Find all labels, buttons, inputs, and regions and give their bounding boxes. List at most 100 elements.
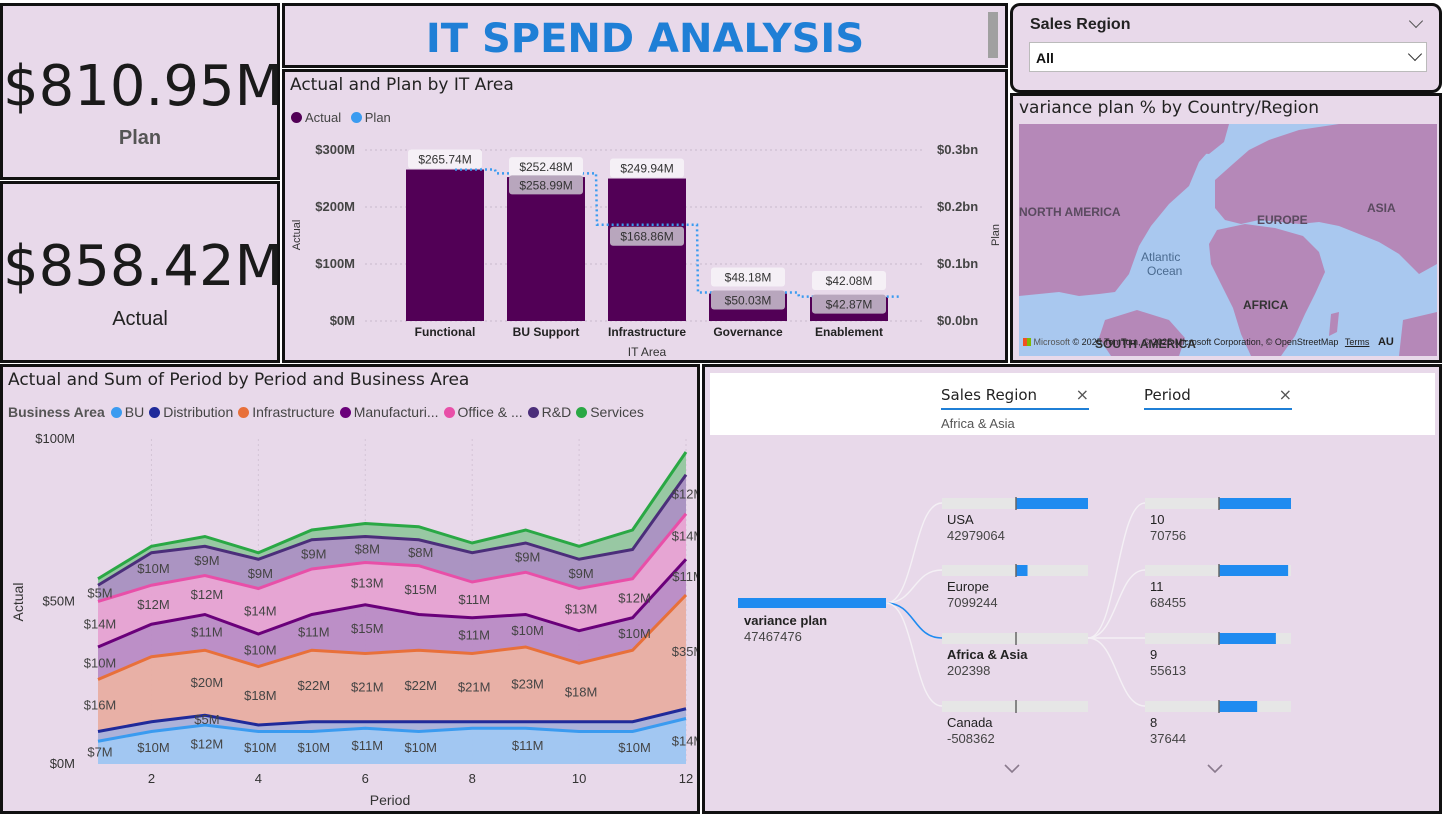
bar-actual-2[interactable] — [608, 178, 686, 321]
bar-y2-tick-label: $0.2bn — [937, 199, 978, 214]
decomp-filter-sales-region[interactable]: Sales Region × Africa & Asia — [941, 385, 1089, 431]
map-svg[interactable]: NORTH AMERICA EUROPE ASIA AFRICA Atlanti… — [1019, 124, 1437, 356]
period-bar-bg-0[interactable] — [1145, 498, 1291, 509]
area-x-tick-label: 6 — [362, 771, 369, 786]
root-connector-1 — [885, 569, 943, 604]
area-fill-3[interactable] — [98, 559, 686, 680]
title-scrollbar[interactable] — [988, 12, 998, 58]
actual-data-label-bg — [408, 149, 482, 169]
area-y-tick-label: $0M — [50, 756, 75, 771]
area-data-label: $5M — [194, 712, 219, 727]
region-bar-bg-3[interactable] — [942, 701, 1088, 712]
bar-y-tick-label: $0M — [330, 313, 355, 328]
region-label-0: USA — [947, 512, 974, 527]
slicer-collapse-icon[interactable] — [1408, 13, 1424, 29]
area-data-label: $18M — [565, 685, 598, 700]
legend-label: Infrastructure — [252, 404, 335, 420]
plan-data-label-bg — [812, 294, 886, 314]
decomp-filter-period[interactable]: Period × — [1144, 385, 1292, 416]
period-value-0: 70756 — [1150, 528, 1186, 543]
bar-x-tick-label: Functional — [415, 325, 476, 339]
expand-chevron-icon[interactable] — [1207, 764, 1223, 774]
area-data-label: $15M — [404, 582, 437, 597]
area-line-5 — [97, 473, 688, 587]
bar-actual-0[interactable] — [406, 169, 484, 321]
actual-kpi-card: $858.42M Actual — [0, 181, 283, 363]
legend-actual[interactable]: Actual — [291, 110, 341, 125]
region-bar-bg-0[interactable] — [942, 498, 1088, 509]
region-value-3: -508362 — [947, 731, 995, 746]
filter1-close-icon[interactable]: × — [1075, 385, 1089, 404]
map-label-africa: AFRICA — [1243, 298, 1289, 312]
legend-item-1[interactable]: Distribution — [149, 404, 233, 420]
bar-y2-tick-label: $0.0bn — [937, 313, 978, 328]
legend-item-4[interactable]: Office & ... — [443, 404, 523, 420]
legend-dot — [339, 407, 351, 418]
slicer-selected-value: All — [1036, 50, 1054, 66]
period-bar-bg-2[interactable] — [1145, 633, 1291, 644]
root-bar[interactable] — [738, 598, 886, 608]
area-data-label: $10M — [618, 626, 651, 641]
area-data-label: $13M — [565, 602, 598, 617]
map-terms-link[interactable]: Terms — [1344, 337, 1370, 347]
area-data-label: $11M — [458, 628, 490, 643]
legend-title: Business Area — [8, 404, 105, 420]
legend-plan[interactable]: Plan — [350, 110, 391, 125]
plan-data-label: $168.86M — [620, 230, 673, 244]
period-bar-bg-3[interactable] — [1145, 701, 1291, 712]
area-data-label: $8M — [408, 545, 433, 560]
root-value: 47467476 — [744, 629, 802, 644]
area-line-3 — [97, 558, 688, 649]
legend-item-5[interactable]: R&D — [527, 404, 571, 420]
region-bar-bg-1[interactable] — [942, 565, 1088, 576]
region-bar-bg-2[interactable] — [942, 633, 1088, 644]
root-label: variance plan — [744, 613, 827, 628]
area-data-label: $9M — [515, 550, 540, 565]
area-data-label: $10M — [618, 740, 651, 755]
period-connector-3 — [1087, 637, 1146, 707]
expand-chevron-icon[interactable] — [1004, 764, 1020, 774]
period-bar-bg-1[interactable] — [1145, 565, 1291, 576]
root-connector-3 — [885, 602, 943, 707]
slicer-dropdown[interactable]: All — [1029, 42, 1427, 72]
legend-item-3[interactable]: Manufacturi... — [339, 404, 439, 420]
area-fill-2[interactable] — [98, 595, 686, 732]
area-chart-legend: Business Area BU Distribution Infrastructur… — [8, 404, 649, 420]
legend-item-2[interactable]: Infrastructure — [238, 404, 335, 420]
area-x-tick-label: 10 — [572, 771, 586, 786]
area-data-label: $14M — [84, 616, 117, 631]
chevron-down-icon[interactable] — [1407, 46, 1423, 62]
map-panel: variance plan % by Country/Region NORTH … — [1010, 93, 1442, 363]
root-connector-0 — [885, 502, 943, 604]
area-data-label: $15M — [351, 621, 384, 636]
area-data-label: $5M — [87, 585, 112, 600]
area-data-label: $12M — [191, 587, 224, 602]
area-data-label: $18M — [244, 688, 277, 703]
area-data-label: $14M — [244, 603, 277, 618]
legend-label: Distribution — [163, 404, 234, 420]
area-fill-1[interactable] — [98, 708, 686, 742]
area-fill-4[interactable] — [98, 513, 686, 647]
map-label-north-america: NORTH AMERICA — [1019, 205, 1121, 219]
area-data-label: $12M — [137, 597, 170, 612]
region-label-1: Europe — [947, 579, 989, 594]
area-line-6 — [97, 451, 688, 581]
area-data-label: $12M — [191, 737, 224, 752]
plan-data-label-bg — [509, 175, 583, 195]
map-label-europe: EUROPE — [1257, 213, 1308, 227]
area-data-label: $10M — [137, 740, 170, 755]
area-fill-6[interactable] — [98, 452, 686, 586]
sales-region-slicer: Sales Region All — [1010, 3, 1442, 93]
map-europe-asia — [1215, 124, 1437, 274]
area-data-label: $14M — [672, 529, 697, 544]
area-data-label: $10M — [298, 740, 331, 755]
filter1-underline — [941, 408, 1089, 410]
legend-item-6[interactable]: Services — [576, 404, 644, 420]
plan-data-label: $50.03M — [725, 293, 772, 307]
area-data-label: $10M — [137, 561, 170, 576]
bar-actual-1[interactable] — [507, 177, 585, 321]
filter2-close-icon[interactable]: × — [1278, 385, 1292, 404]
legend-item-0[interactable]: BU — [110, 404, 144, 420]
map-attribution: Microsoft © 2025 TomTom, © 2025 Microsof… — [1023, 336, 1433, 348]
actual-kpi-label: Actual — [112, 308, 168, 330]
